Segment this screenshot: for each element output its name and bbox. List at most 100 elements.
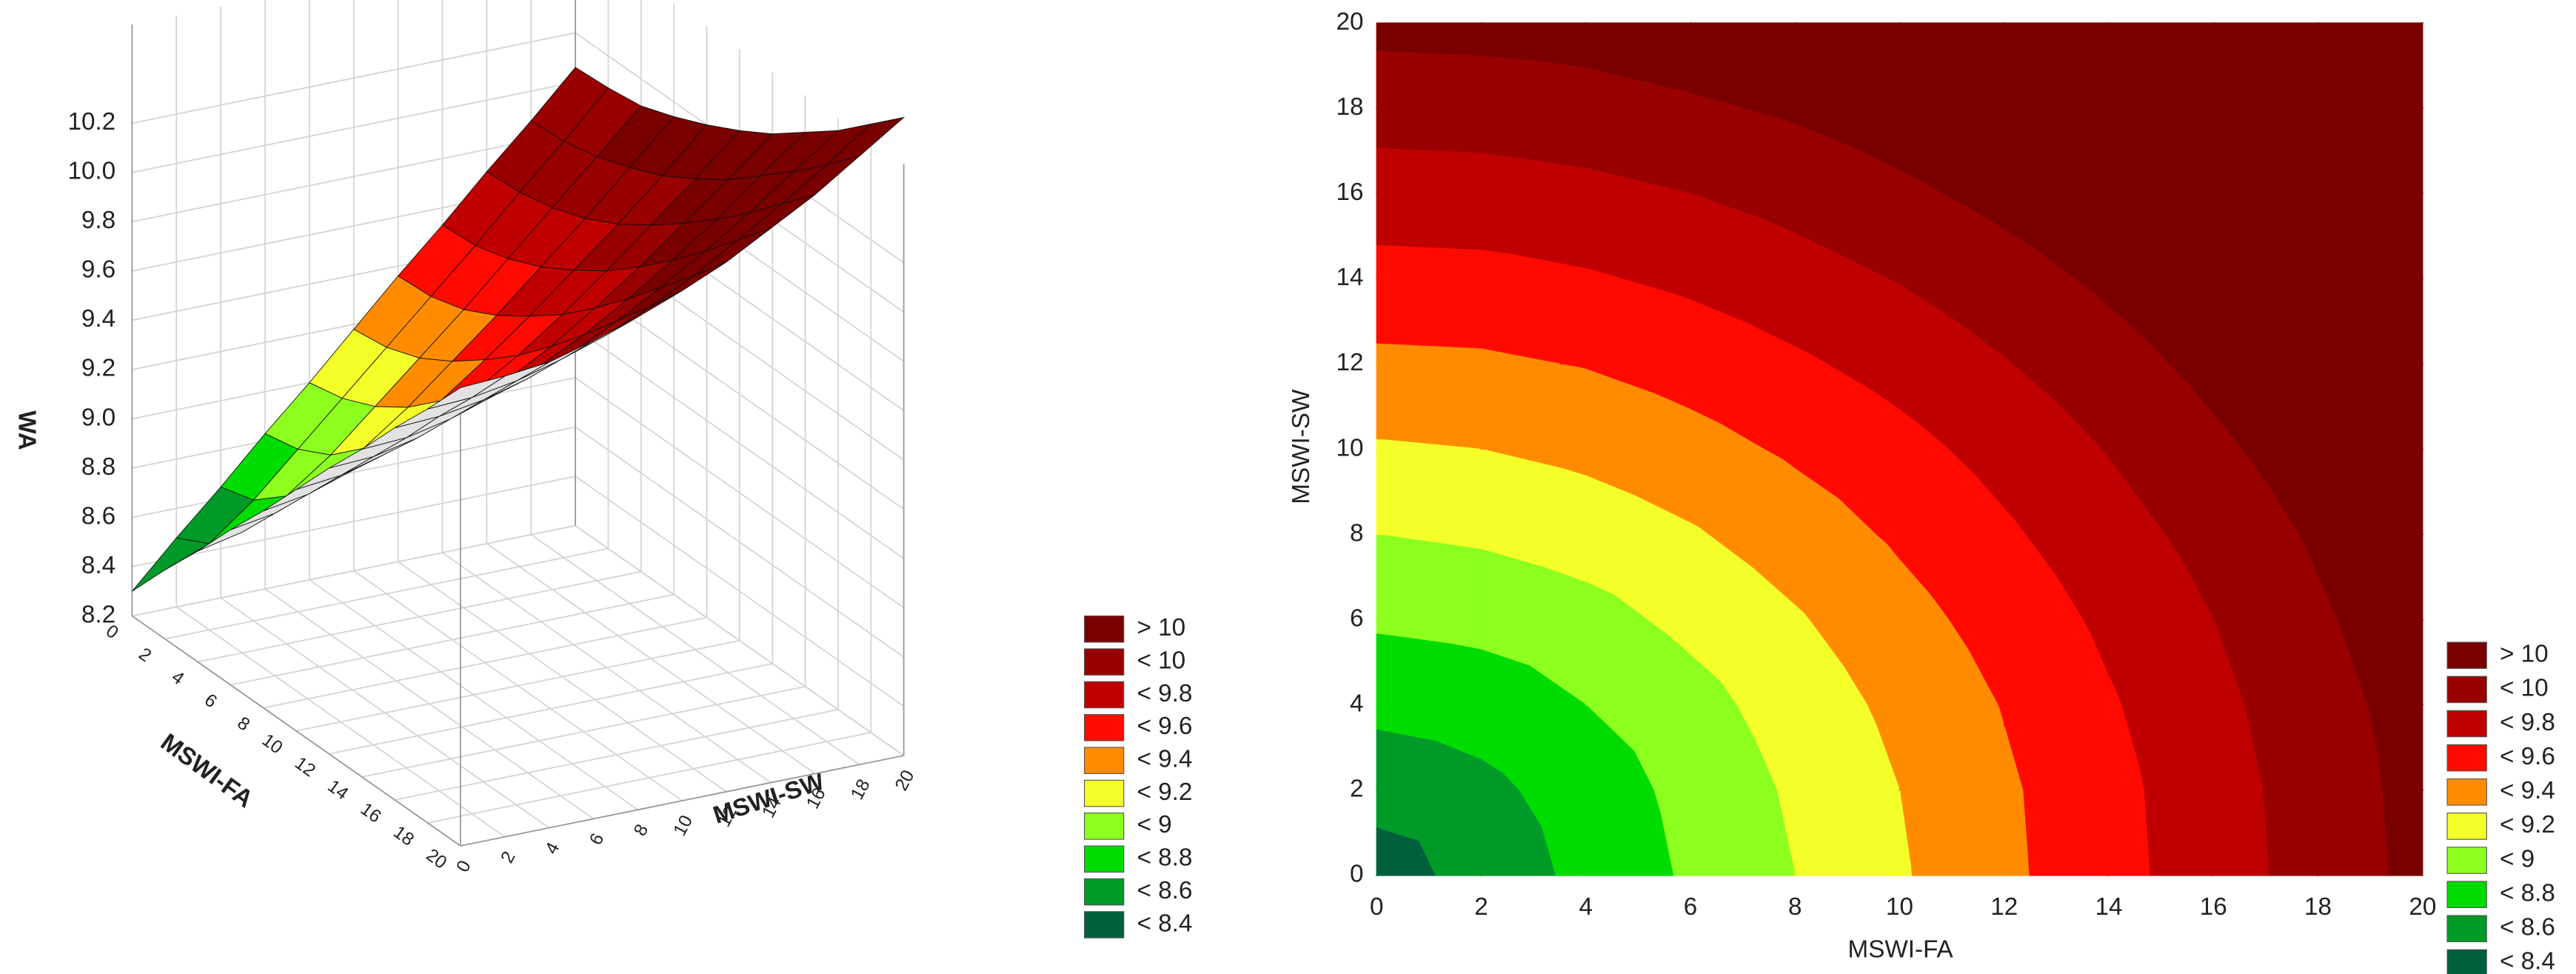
legend-label: < 9.8 — [1137, 680, 1192, 707]
grid-line — [575, 476, 905, 707]
contour-band — [1376, 439, 1389, 450]
grid-line — [441, 552, 772, 784]
contour-band — [1585, 475, 1635, 536]
contour-band — [1376, 50, 1445, 110]
contour-band — [2108, 676, 2119, 707]
z-tick-label: 10.2 — [67, 108, 116, 136]
y-tick-label: 0 — [453, 857, 475, 875]
x-tick-label: 6 — [1684, 893, 1698, 921]
y-tick-label: 4 — [1350, 690, 1364, 718]
x-tick-label: 10 — [1886, 893, 1913, 921]
x-tick-label: 2 — [1474, 893, 1488, 921]
contour-band — [2004, 726, 2020, 792]
y-tick-label: 0 — [1350, 861, 1364, 888]
x-tick-label: 12 — [291, 753, 319, 781]
x-tick-label: 10 — [258, 730, 287, 758]
legend-swatch — [1083, 681, 1125, 709]
legend-swatch — [2446, 744, 2487, 772]
contour-band — [1898, 170, 1918, 195]
grid-line — [220, 597, 550, 829]
contour-band — [1794, 604, 1804, 621]
y-tick-label: 8 — [630, 821, 652, 840]
legend-swatch — [1083, 845, 1125, 873]
x-tick-label: 16 — [2200, 893, 2227, 921]
grid-line — [575, 327, 905, 559]
contour-band — [1690, 522, 1700, 536]
legend-swatch — [2446, 676, 2487, 704]
contour-band — [2212, 413, 2232, 450]
x-tick-label: 20 — [2409, 893, 2436, 921]
x-tick-label: 4 — [168, 667, 188, 690]
contour-band — [1376, 633, 1453, 707]
legend-swatch — [1083, 616, 1125, 643]
grid-line — [530, 534, 860, 765]
contour-band — [2108, 306, 2144, 365]
contour-band — [1376, 147, 1431, 195]
x-tick-label: 8 — [1788, 893, 1802, 921]
grid-line — [353, 570, 683, 801]
legend-swatch — [1083, 714, 1125, 741]
y-tick-label: 10 — [670, 812, 697, 839]
legend-swatch — [1083, 878, 1125, 906]
contour-band — [1376, 729, 1438, 792]
contour-band — [1585, 267, 1597, 280]
contour-band — [1376, 343, 1402, 365]
box-edge — [460, 755, 904, 847]
legend-label: < 9.2 — [2500, 811, 2555, 838]
z-axis-title: WA — [13, 410, 40, 450]
contour-band — [1376, 827, 1420, 877]
contour-band — [2004, 507, 2018, 536]
grid-line — [264, 588, 594, 820]
x-tick-label: 0 — [1370, 893, 1384, 921]
legend-label: < 9.6 — [2500, 743, 2555, 770]
contour-band — [1690, 654, 1721, 707]
contour-band — [1690, 193, 1764, 280]
contour-band — [1376, 533, 1467, 621]
z-tick-label: 8.6 — [81, 502, 116, 530]
legend-label: < 10 — [2500, 675, 2549, 702]
x-axis-title: MSWI-FA — [155, 729, 258, 814]
grid-line — [132, 81, 576, 173]
legend-label: < 10 — [1137, 647, 1185, 674]
legend-label: < 9.4 — [1137, 746, 1192, 773]
grid-line — [309, 579, 638, 810]
legend-label: < 8.6 — [2500, 914, 2555, 941]
legend-label: < 9.2 — [1137, 778, 1192, 806]
legend-label: < 8.8 — [1137, 844, 1192, 872]
contour-band — [1480, 758, 1503, 792]
y-tick-label: 20 — [891, 767, 919, 794]
legend-swatch — [2446, 778, 2487, 806]
x-tick-label: 16 — [357, 799, 385, 827]
y-tick-label: 2 — [1350, 775, 1364, 803]
contour-band — [1794, 346, 1810, 365]
y-tick-label: 18 — [1336, 93, 1364, 121]
legend-swatch — [2446, 813, 2487, 840]
contour-band — [1480, 448, 1564, 536]
y-tick-label: 6 — [586, 830, 608, 849]
y-tick-label: 2 — [497, 848, 519, 867]
grid-line — [132, 130, 576, 223]
y-tick-label: 20 — [1336, 8, 1364, 36]
y-tick-label: 4 — [541, 839, 563, 858]
contour-band — [1690, 408, 1722, 450]
x-tick-label: 14 — [2095, 893, 2123, 921]
legend-label: < 9 — [2500, 845, 2535, 873]
legend-swatch — [1083, 648, 1125, 676]
x-tick-label: 2 — [135, 644, 155, 666]
x-tick-label: 6 — [201, 690, 221, 713]
contour-band — [1794, 232, 1831, 280]
grid-line — [132, 426, 576, 518]
contour-band — [2108, 22, 2215, 110]
legend-swatch — [2446, 710, 2487, 738]
x-tick-label: 4 — [1579, 893, 1593, 921]
legend-swatch — [2446, 847, 2487, 874]
contour-band — [1898, 22, 2006, 110]
grid-line — [132, 524, 576, 617]
contour-band — [2317, 576, 2332, 621]
grid-line — [575, 426, 905, 658]
x-tick-label: 18 — [2304, 893, 2332, 921]
x-tick-label: 8 — [233, 713, 253, 735]
contour-band — [1376, 244, 1417, 280]
legend-swatch — [2446, 641, 2487, 670]
